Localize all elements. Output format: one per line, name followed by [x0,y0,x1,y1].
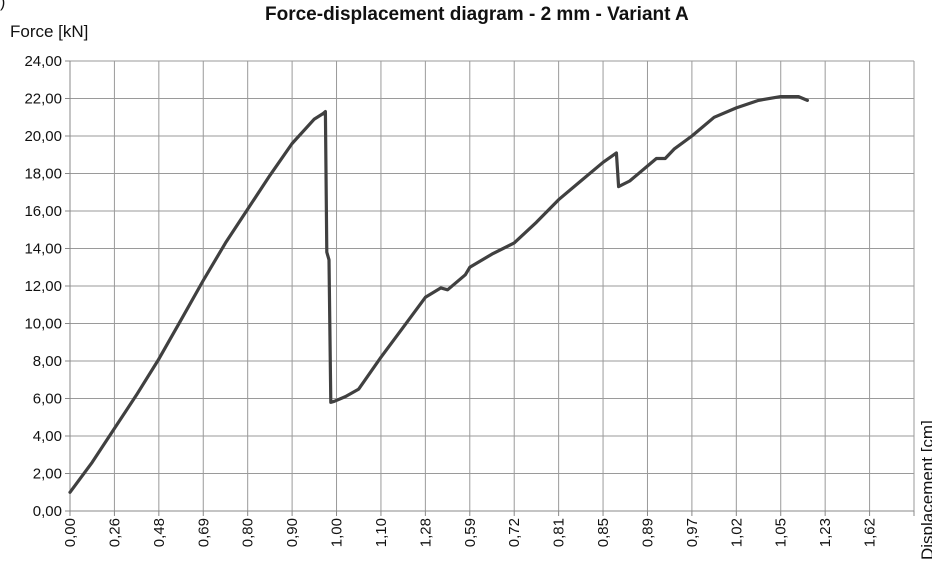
x-tick-label: 0,80 [240,518,257,547]
x-tick-label: 1,05 [773,518,790,547]
y-tick-label: 20,00 [24,128,62,145]
x-tick-labels: 0,00 0,26 0,48 0,69 0,80 0,90 1,00 1,10 1,28 0,59… [62,518,879,547]
x-tick-label: 0,85 [595,518,612,547]
x-tick-label: 0,48 [151,518,168,547]
x-tick-label: 0,59 [462,518,479,547]
y-tick-label: 14,00 [24,241,62,258]
chart-title: Force-displacement diagram - 2 mm - Vari… [265,4,689,25]
x-tick-label: 0,90 [284,518,301,547]
x-tick-label: 1,23 [817,518,834,547]
x-tick-label: 1,02 [728,518,745,547]
x-tick-label: 0,89 [639,518,656,547]
y-axis-label: Force [kN] [10,22,89,41]
x-tick-label: 0,00 [62,518,79,547]
x-tick-label: 0,81 [551,518,568,547]
y-tick-label: 8,00 [33,353,62,370]
force-series-line [68,95,809,494]
x-tick-label: 1,62 [862,518,879,547]
x-tick-label: 1,00 [329,518,346,547]
y-tick-label: 22,00 [24,91,62,108]
y-tick-label: 0,00 [33,503,62,520]
y-tick-label: 4,00 [33,428,62,445]
axes [65,60,915,516]
y-tick-label: 18,00 [24,166,62,183]
series-group [68,95,809,494]
y-tick-label: 6,00 [33,391,62,408]
x-tick-label: 0,72 [506,518,523,547]
y-tick-label: 12,00 [24,278,62,295]
grid-lines [69,60,915,512]
x-tick-label: 0,69 [195,518,212,547]
y-tick-labels: 0,00 2,00 4,00 6,00 8,00 10,00 12,00 14,00 16,00… [24,53,62,520]
x-tick-label: 1,28 [417,518,434,547]
x-tick-label: 0,26 [106,518,123,547]
corner-mark: ) [0,0,6,11]
x-tick-label: 1,10 [373,518,390,547]
y-tick-label: 2,00 [33,466,62,483]
y-tick-label: 24,00 [24,53,62,70]
x-tick-label: 0,97 [684,518,701,547]
y-tick-label: 16,00 [24,203,62,220]
y-tick-label: 10,00 [24,316,62,333]
